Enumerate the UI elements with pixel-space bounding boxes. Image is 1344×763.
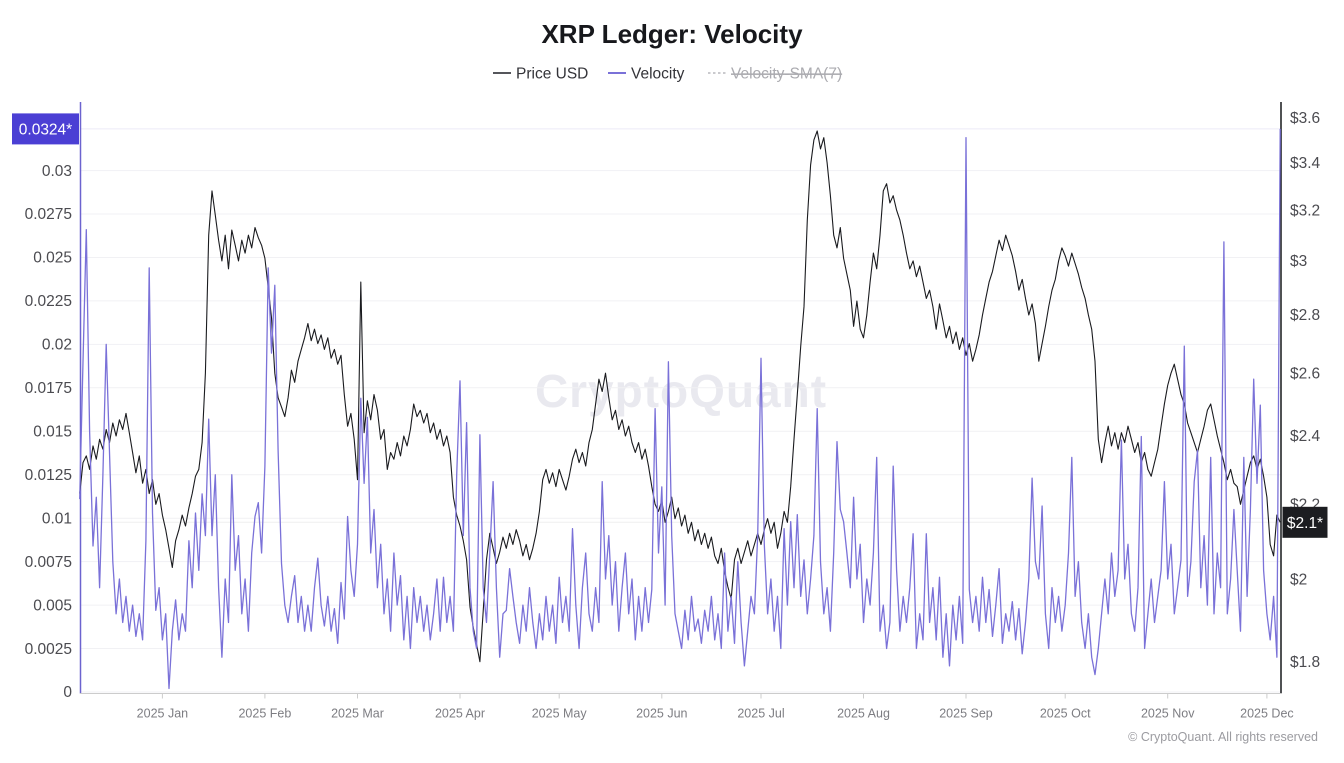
svg-text:$2.6: $2.6 <box>1290 365 1320 382</box>
svg-text:2025 Mar: 2025 Mar <box>331 707 384 721</box>
svg-text:XRP Ledger: Velocity: XRP Ledger: Velocity <box>541 19 803 49</box>
svg-text:2025 May: 2025 May <box>532 707 588 721</box>
svg-text:$3.6: $3.6 <box>1290 110 1320 127</box>
svg-text:Price USD: Price USD <box>516 66 588 83</box>
svg-text:Velocity-SMA(7): Velocity-SMA(7) <box>731 66 842 83</box>
svg-text:2025 Apr: 2025 Apr <box>435 707 485 721</box>
svg-text:2025 Aug: 2025 Aug <box>837 707 890 721</box>
svg-text:0.005: 0.005 <box>33 597 72 614</box>
svg-text:2025 Jan: 2025 Jan <box>137 707 188 721</box>
svg-text:0.01: 0.01 <box>42 510 72 527</box>
svg-text:0.0075: 0.0075 <box>25 554 72 571</box>
svg-text:0: 0 <box>63 684 72 701</box>
svg-text:2025 Nov: 2025 Nov <box>1141 707 1195 721</box>
svg-text:0.0324*: 0.0324* <box>19 121 72 138</box>
svg-text:2025 Jul: 2025 Jul <box>737 707 784 721</box>
svg-text:$3.2: $3.2 <box>1290 202 1320 219</box>
svg-text:2025 Feb: 2025 Feb <box>238 707 291 721</box>
svg-text:0.03: 0.03 <box>42 163 72 180</box>
svg-text:2025 Dec: 2025 Dec <box>1240 707 1294 721</box>
svg-text:0.015: 0.015 <box>33 424 72 441</box>
svg-text:0.0025: 0.0025 <box>25 641 72 658</box>
svg-text:0.0175: 0.0175 <box>25 380 72 397</box>
svg-text:$2.1*: $2.1* <box>1287 515 1323 532</box>
svg-text:$3.4: $3.4 <box>1290 155 1321 172</box>
svg-text:2025 Oct: 2025 Oct <box>1040 707 1091 721</box>
svg-text:© CryptoQuant. All rights rese: © CryptoQuant. All rights reserved <box>1128 730 1318 744</box>
svg-text:CryptoQuant: CryptoQuant <box>535 365 827 417</box>
svg-text:Velocity: Velocity <box>631 66 685 83</box>
svg-text:$2: $2 <box>1290 571 1307 588</box>
svg-text:0.02: 0.02 <box>42 337 72 354</box>
svg-text:0.025: 0.025 <box>33 250 72 267</box>
svg-text:2025 Sep: 2025 Sep <box>939 707 993 721</box>
svg-text:2025 Jun: 2025 Jun <box>636 707 687 721</box>
svg-text:$2.8: $2.8 <box>1290 307 1320 324</box>
svg-text:$3: $3 <box>1290 253 1307 270</box>
svg-text:$2.4: $2.4 <box>1290 428 1321 445</box>
svg-text:0.0225: 0.0225 <box>25 293 72 310</box>
svg-text:0.0275: 0.0275 <box>25 206 72 223</box>
svg-text:0.0125: 0.0125 <box>25 467 72 484</box>
svg-text:$1.8: $1.8 <box>1290 654 1320 671</box>
